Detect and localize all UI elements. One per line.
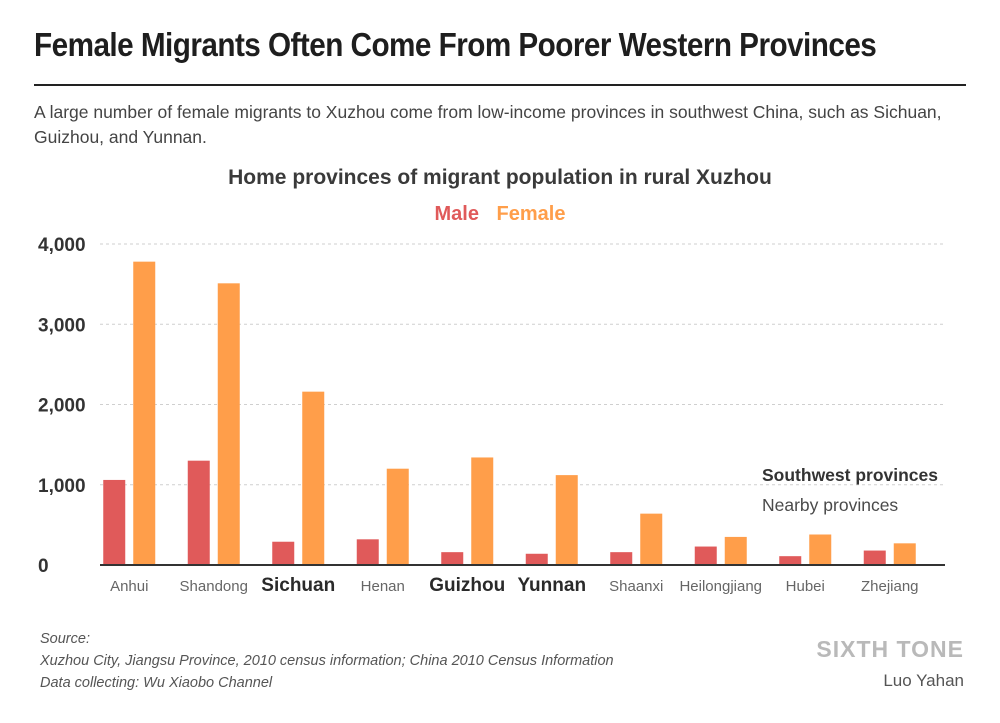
bar-male-henan	[356, 539, 379, 565]
x-tick-label: Heilongjiang	[679, 578, 762, 595]
source-line-2: Data collecting: Wu Xiaobo Channel	[40, 675, 273, 691]
legend-male: Male	[434, 203, 479, 225]
bar-male-yunnan	[525, 553, 548, 565]
note-southwest-provinces: Southwest provinces	[762, 465, 939, 485]
author-credit: Luo Yahan	[883, 671, 964, 690]
subtitle: A large number of female migrants to Xuz…	[34, 102, 942, 147]
x-tick-label: Zhejiang	[861, 578, 919, 595]
bar-female-hubei	[809, 534, 832, 565]
y-tick-label: 0	[38, 556, 49, 577]
bar-male-anhui	[103, 479, 126, 565]
bar-male-heilongjiang	[694, 546, 717, 565]
bar-male-hubei	[779, 556, 802, 565]
legend-female: Female	[496, 203, 566, 225]
x-tick-label: Guizhou	[429, 575, 505, 596]
bar-female-shaanxi	[640, 513, 663, 565]
x-tick-label: Yunnan	[517, 575, 586, 596]
bar-female-sichuan	[302, 391, 325, 565]
x-tick-label: Anhui	[110, 578, 148, 595]
source-label: Source:	[40, 631, 90, 647]
x-tick-label: Henan	[361, 578, 405, 595]
source-block: Source: Xuzhou City, Jiangsu Province, 2…	[40, 628, 614, 694]
x-tick-label: Hubei	[786, 578, 825, 595]
chart-title: Home provinces of migrant population in …	[228, 166, 772, 189]
brand-logo: SIXTH TONE	[816, 636, 964, 662]
category-notes: Southwest provinces Nearby provinces	[762, 460, 938, 520]
y-tick-label: 3,000	[38, 315, 86, 336]
bar-female-yunnan	[555, 475, 578, 565]
source-line-1: Xuzhou City, Jiangsu Province, 2010 cens…	[40, 653, 614, 669]
headline-divider	[34, 84, 966, 86]
bar-female-guizhou	[471, 457, 494, 565]
bar-male-shaanxi	[610, 552, 633, 565]
bar-female-anhui	[133, 261, 156, 565]
bar-male-zhejiang	[863, 550, 886, 565]
bar-female-shandong	[217, 283, 240, 565]
bar-male-shandong	[187, 460, 210, 565]
y-tick-label: 1,000	[38, 476, 86, 497]
y-tick-label: 2,000	[38, 396, 86, 417]
x-tick-label: Sichuan	[261, 575, 335, 596]
note-nearby-provinces: Nearby provinces	[762, 495, 899, 515]
x-tick-label: Shandong	[180, 578, 248, 595]
bar-female-heilongjiang	[724, 536, 747, 565]
x-tick-label: Shaanxi	[609, 578, 663, 595]
bar-female-henan	[386, 468, 409, 565]
legend: Male Female	[0, 203, 1000, 226]
headline: Female Migrants Often Come From Poorer W…	[34, 26, 877, 63]
y-tick-label: 4,000	[38, 235, 86, 256]
bar-female-zhejiang	[893, 543, 916, 565]
bar-male-sichuan	[272, 541, 295, 565]
bar-male-guizhou	[441, 552, 464, 565]
